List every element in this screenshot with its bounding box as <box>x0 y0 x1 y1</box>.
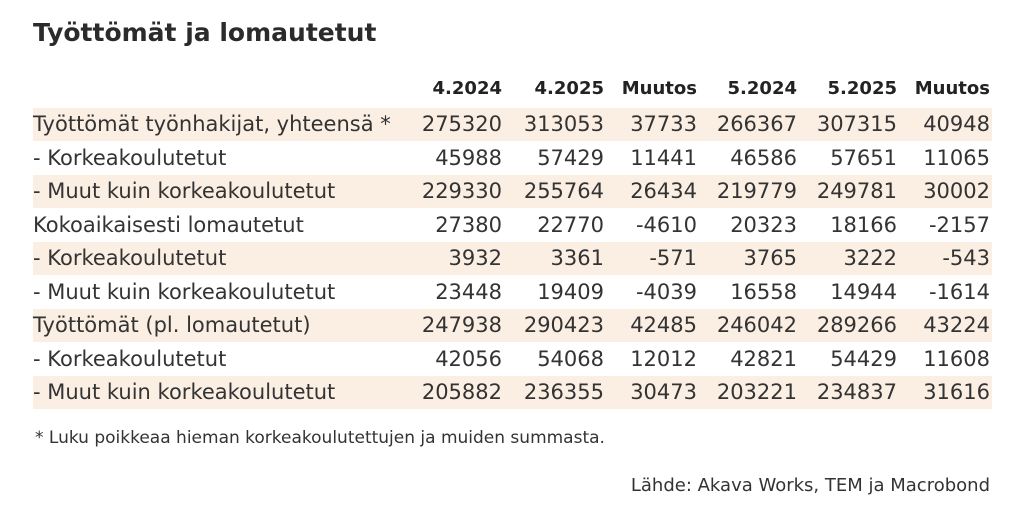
cell-value: -571 <box>649 246 697 270</box>
column-header: Muutos <box>914 78 990 99</box>
cell-value: 234837 <box>816 380 897 404</box>
table-row: Työttömät (pl. lomautetut) 247938 290423 42… <box>33 309 992 342</box>
row-label: - Korkeakoulutetut <box>33 246 227 270</box>
cell-value: 42485 <box>630 313 697 337</box>
cell-value: 11608 <box>923 346 990 371</box>
cell-value: 30473 <box>630 380 697 404</box>
cell-value: 57651 <box>830 145 897 170</box>
cell-value: 3932 <box>448 246 502 270</box>
row-label: - Muut kuin korkeakoulutetut <box>33 279 336 304</box>
row-label: - Korkeakoulutetut <box>33 346 227 371</box>
cell-value: 46586 <box>730 145 797 170</box>
cell-value: 42056 <box>435 346 502 371</box>
column-header: 4.2025 <box>534 78 604 99</box>
cell-value: 255764 <box>523 179 604 203</box>
row-label: Työttömät työnhakijat, yhteensä * <box>33 112 391 136</box>
cell-value: 22770 <box>537 212 604 237</box>
row-label: - Muut kuin korkeakoulutetut <box>33 380 336 404</box>
table-row: Työttömät työnhakijat, yhteensä * 275320 3… <box>33 108 992 141</box>
cell-value: 11441 <box>630 145 697 170</box>
cell-value: 42821 <box>730 346 797 371</box>
row-label: - Muut kuin korkeakoulutetut <box>33 179 336 203</box>
cell-value: -4610 <box>635 212 697 237</box>
cell-value: 14944 <box>830 279 897 304</box>
cell-value: 3361 <box>550 246 604 270</box>
cell-value: 203221 <box>716 380 797 404</box>
cell-value: 3765 <box>743 246 797 270</box>
row-label: Työttömät (pl. lomautetut) <box>33 313 311 337</box>
cell-value: 266367 <box>716 112 797 136</box>
column-header: 5.2024 <box>727 78 797 99</box>
cell-value: 246042 <box>716 313 797 337</box>
cell-value: 54068 <box>537 346 604 371</box>
cell-value: 229330 <box>421 179 502 203</box>
cell-value: 30002 <box>923 179 990 203</box>
cell-value: 16558 <box>730 279 797 304</box>
cell-value: 26434 <box>630 179 697 203</box>
cell-value: 313053 <box>523 112 604 136</box>
cell-value: 18166 <box>830 212 897 237</box>
cell-value: 23448 <box>435 279 502 304</box>
row-label: - Korkeakoulutetut <box>33 145 227 170</box>
table-row: - Korkeakoulutetut 3932 3361 -571 3765 3222 -5… <box>33 242 992 275</box>
footnote: * Luku poikkeaa hieman korkeakoulutettuj… <box>35 428 605 448</box>
cell-value: 289266 <box>816 313 897 337</box>
cell-value: 27380 <box>435 212 502 237</box>
title: Työttömät ja lomautetut <box>33 18 377 47</box>
cell-value: 45988 <box>435 145 502 170</box>
cell-value: 3222 <box>843 246 897 270</box>
row-label: Kokoaikaisesti lomautetut <box>33 212 304 237</box>
cell-value: 54429 <box>830 346 897 371</box>
cell-value: 247938 <box>421 313 502 337</box>
cell-value: 236355 <box>523 380 604 404</box>
cell-value: 40948 <box>923 112 990 136</box>
cell-value: 19409 <box>537 279 604 304</box>
cell-value: 57429 <box>537 145 604 170</box>
table-row: - Korkeakoulutetut 45988 57429 11441 46586 57… <box>33 142 992 175</box>
cell-value: 43224 <box>923 313 990 337</box>
cell-value: -4039 <box>635 279 697 304</box>
column-header: Muutos <box>621 78 697 99</box>
cell-value: 11065 <box>923 145 990 170</box>
cell-value: 290423 <box>523 313 604 337</box>
cell-value: -1614 <box>928 279 990 304</box>
cell-value: 205882 <box>421 380 502 404</box>
source: Lähde: Akava Works, TEM ja Macrobond <box>630 475 990 496</box>
table-row: - Muut kuin korkeakoulutetut 205882 236355… <box>33 376 992 409</box>
cell-value: 307315 <box>816 112 897 136</box>
table-row: - Korkeakoulutetut 42056 54068 12012 42821 54… <box>33 343 992 376</box>
cell-value: 219779 <box>716 179 797 203</box>
cell-value: 249781 <box>816 179 897 203</box>
cell-value: -2157 <box>928 212 990 237</box>
cell-value: -543 <box>942 246 990 270</box>
cell-value: 37733 <box>630 112 697 136</box>
table-row: - Muut kuin korkeakoulutetut 23448 19409 -4… <box>33 276 992 309</box>
column-header: 4.2024 <box>432 78 502 99</box>
cell-value: 275320 <box>421 112 502 136</box>
cell-value: 31616 <box>923 380 990 404</box>
table-row: Kokoaikaisesti lomautetut 27380 22770 -4610… <box>33 209 992 242</box>
cell-value: 20323 <box>730 212 797 237</box>
table-row: - Muut kuin korkeakoulutetut 229330 255764… <box>33 175 992 208</box>
column-header: 5.2025 <box>827 78 897 99</box>
cell-value: 12012 <box>630 346 697 371</box>
